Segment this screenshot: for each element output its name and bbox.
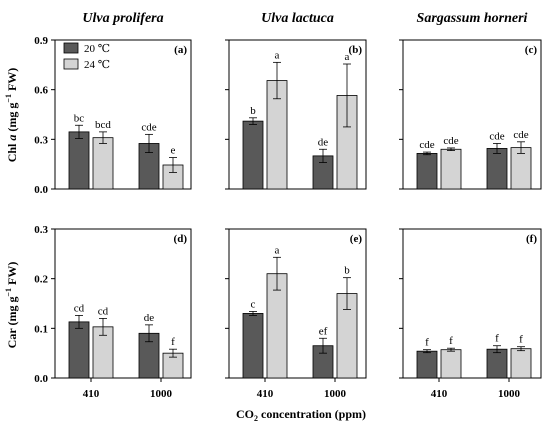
panel-label: (f) [526,233,537,245]
y-tick-label: 0.0 [34,184,48,196]
panel-label: (b) [349,44,363,56]
significance-letter: cd [98,305,109,317]
panel-f: (f) f f f f 410 1000 [399,228,542,400]
bar [510,147,532,190]
y-axis-label-car: Car (mg g−1 FW) [4,262,19,349]
legend-swatch-20 [63,42,79,54]
significance-letter: ef [319,325,328,337]
significance-letter: f [171,336,175,348]
legend-swatch-24 [63,58,79,70]
x-tick-label: 410 [257,388,274,400]
significance-letter: cd [74,302,85,314]
y-tick-label: 0.3 [34,224,48,236]
panel-e: (e) c ef a b 410 1000 [225,228,367,400]
bar [242,313,264,379]
significance-letter: f [449,335,453,347]
panel-label: (e) [350,233,363,245]
significance-letter: b [344,265,350,277]
x-tick-label: 1000 [324,388,347,400]
significance-letter: f [495,333,499,345]
y-tick-label: 0.9 [34,35,48,47]
y-tick-label: 0.2 [34,274,48,286]
significance-letter: b [250,105,256,117]
significance-letter: bcd [95,119,111,131]
panel-title: Sargassum horneri [417,11,528,26]
bar [416,153,438,190]
y-axis-label-chl: Chl a (mg g−1 FW) [4,68,19,163]
significance-letter: cde [419,139,434,151]
significance-letter: de [318,136,329,148]
bar [92,137,114,190]
y-tick-label: 0.3 [34,134,48,146]
significance-letter: e [171,145,176,157]
significance-letter: f [425,337,429,349]
significance-letter: bc [74,112,85,124]
bar [416,350,438,379]
x-tick-label: 410 [431,388,448,400]
panel-d: (d) 0.0 0.1 0.2 0.3 cd de cd f 410 1000 [34,224,192,400]
panel-title: Ulva lactuca [261,11,334,26]
panel-title: Ulva prolifera [82,11,163,26]
panel-frame [228,39,367,190]
x-tick-label: 1000 [150,388,173,400]
x-axis-label: CO2 concentration (ppm) [236,407,366,423]
panel-label: (d) [174,233,188,245]
bar [510,348,532,379]
bar [242,120,264,190]
bar [68,321,90,379]
legend: 20 ℃ 24 ℃ [63,42,110,71]
significance-letter: f [519,334,523,346]
panel-frame [228,228,367,379]
bar [68,131,90,190]
y-tick-label: 0.1 [34,323,48,335]
significance-letter: cde [489,130,504,142]
panel-frame [402,228,542,379]
panels: Ulva prolifera(a)0.00.30.60.9bccdebcdeUl… [34,11,542,400]
bar [486,348,508,379]
x-tick-label: 1000 [498,388,521,400]
bar [440,349,462,379]
bar [486,148,508,190]
panel-b: Ulva lactuca (b) b de a a [225,11,367,190]
legend-label-24: 24 ℃ [84,59,110,71]
panel-frame [54,228,192,379]
bar [440,148,462,190]
panel-label: (c) [525,44,538,56]
significance-letter: cde [141,121,156,133]
significance-letter: de [144,312,155,324]
significance-letter: cde [443,135,458,147]
significance-letter: a [345,51,350,63]
significance-letter: c [251,298,256,310]
significance-letter: a [275,244,280,256]
panel-frame [54,39,192,190]
significance-letter: cde [513,129,528,141]
legend-label-20: 20 ℃ [84,43,110,55]
panel-a: Ulva prolifera (a) 0.0 0.3 0.6 0.9 bc cde bcd e [34,11,192,196]
y-tick-label: 0.0 [34,373,48,385]
x-tick-label: 410 [83,388,100,400]
panel-frame [402,39,542,190]
y-tick-label: 0.6 [34,85,48,97]
significance-letter: a [275,49,280,61]
panel-label: (a) [174,44,187,56]
